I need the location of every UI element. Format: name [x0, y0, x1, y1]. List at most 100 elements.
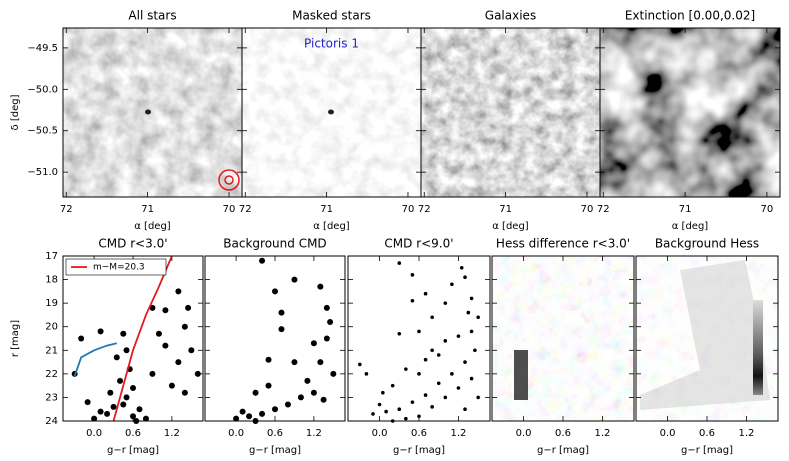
x-tick-label: 1.2 [306, 428, 322, 439]
star-point [239, 408, 246, 415]
hess-map [492, 256, 634, 421]
x-tick-label: 72 [418, 204, 431, 215]
annotation: Pictoris 1 [304, 37, 359, 51]
star-point [136, 406, 143, 413]
star-point [278, 326, 285, 333]
panel-title: Background CMD [223, 237, 326, 251]
x-axis-label: g−r [mag] [393, 445, 445, 456]
star-point [317, 283, 324, 290]
x-axis-label: g−r [mag] [681, 445, 733, 456]
star-point [162, 342, 169, 349]
star-point [304, 377, 311, 384]
star-point [297, 394, 304, 401]
hess-band [514, 350, 528, 400]
star-point [450, 372, 454, 376]
star-point [459, 265, 464, 270]
star-point [473, 348, 477, 353]
panel-title: Galaxies [485, 9, 536, 23]
star-point [417, 414, 421, 419]
star-point [155, 330, 162, 337]
star-point [423, 357, 428, 362]
hess-band [753, 300, 763, 395]
x-tick-label: 1.2 [450, 428, 466, 439]
x-tick-label: 0.0 [372, 428, 388, 439]
legend-box [65, 258, 167, 276]
panel-title: Masked stars [292, 9, 371, 23]
y-tick-label: 19 [45, 298, 58, 309]
panel-frame [347, 255, 491, 422]
star-point [450, 282, 454, 287]
star-point [423, 291, 428, 296]
y-tick-label: −50.0 [27, 84, 58, 95]
star-point [78, 335, 85, 342]
star-point [358, 362, 362, 367]
star-point [97, 408, 104, 415]
star-point [417, 329, 421, 334]
star-point [97, 328, 104, 335]
star-point [456, 386, 461, 390]
x-tick-label: 71 [320, 204, 333, 215]
star-point [265, 382, 272, 389]
star-point [417, 372, 421, 376]
overdensity [328, 109, 334, 115]
star-point [330, 370, 337, 377]
star-point [410, 298, 415, 303]
star-point [390, 383, 395, 388]
panel-frame [599, 27, 781, 198]
star-point [175, 288, 182, 295]
star-point [456, 334, 461, 338]
star-point [317, 359, 324, 366]
x-tick-label: 0.0 [660, 428, 676, 439]
star-point [320, 396, 327, 403]
star-point [113, 354, 120, 361]
star-point [310, 340, 317, 347]
star-point [377, 402, 382, 407]
star-point [463, 360, 467, 364]
x-tick-label: 70 [402, 204, 415, 215]
x-axis-label: α [deg] [492, 221, 529, 232]
x-tick-label: 1.2 [738, 428, 754, 439]
star-point [397, 261, 402, 265]
star-point [123, 394, 130, 401]
y-axis-label: r [mag] [10, 320, 21, 357]
star-point [476, 395, 480, 400]
star-point [469, 376, 474, 381]
star-point [397, 331, 402, 336]
star-point [364, 372, 369, 376]
x-tick-label: 71 [141, 204, 154, 215]
x-tick-label: 70 [581, 204, 594, 215]
y-tick-label: −51.0 [27, 167, 58, 178]
star-point [404, 416, 408, 421]
star-point [430, 405, 434, 409]
x-axis-label: g−r [mag] [249, 445, 301, 456]
isochrone [73, 342, 118, 377]
panel-title: Background Hess [655, 237, 759, 251]
hess-band [640, 260, 770, 410]
x-tick-label: 72 [60, 204, 73, 215]
y-tick-label: 17 [45, 251, 58, 262]
star-point [123, 347, 130, 354]
star-point [423, 393, 428, 397]
star-point [404, 367, 408, 371]
panel-title: Hess difference r<3.0' [496, 237, 630, 251]
star-point [84, 399, 91, 406]
overdensity [145, 109, 151, 115]
star-point [443, 339, 448, 343]
x-tick-label: 71 [499, 204, 512, 215]
density-map [421, 28, 600, 197]
star-point [291, 276, 298, 283]
x-tick-label: 0.0 [516, 428, 532, 439]
star-point [130, 385, 136, 391]
star-point [430, 348, 434, 353]
star-point [162, 307, 169, 314]
density-map [63, 28, 242, 197]
star-point [310, 389, 317, 396]
x-tick-label: 0.0 [86, 428, 102, 439]
x-tick-label: 72 [597, 204, 610, 215]
extinction-map [600, 28, 780, 197]
star-point [463, 275, 467, 280]
x-tick-label: 0.6 [125, 428, 141, 439]
star-point [259, 257, 266, 264]
star-point [323, 304, 330, 311]
